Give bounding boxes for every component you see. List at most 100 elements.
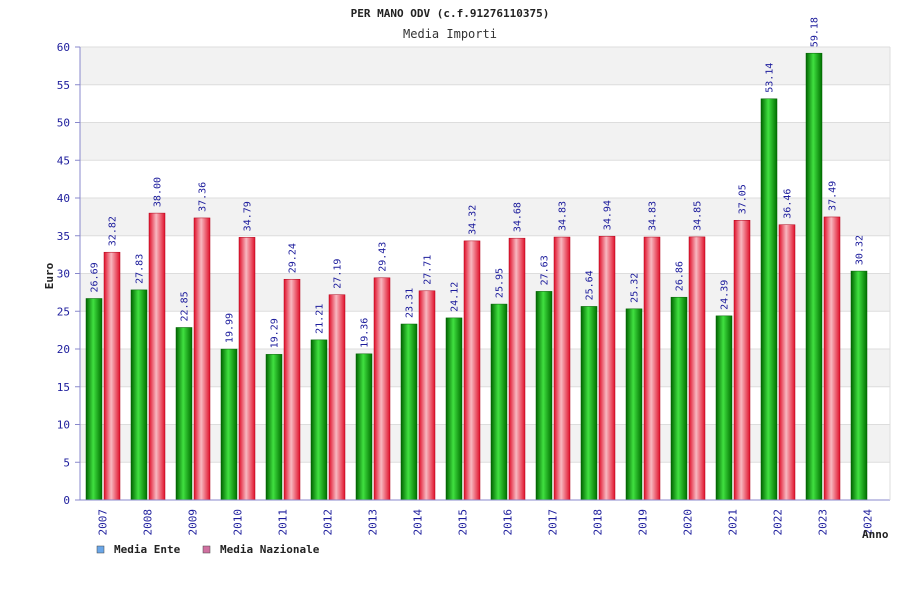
bar-media-ente [265,354,283,501]
x-tick-label: 2020 [682,509,695,536]
bar-media-ente [310,339,328,501]
data-label: 53.14 [765,63,776,93]
bar-media-ente [400,323,418,501]
data-label: 24.12 [450,282,461,312]
y-tick-label: 15 [57,381,70,394]
data-label: 24.39 [720,280,731,310]
data-label: 59.18 [810,17,821,47]
y-axis-label: Euro [43,262,56,289]
x-tick-label: 2010 [232,509,245,536]
x-tick-label: 2011 [277,509,290,536]
chart-title: PER MANO ODV (c.f.91276110375) [351,7,550,20]
bar-media-ente [670,296,688,501]
plot-band [80,84,890,123]
x-tick-label: 2009 [187,509,200,536]
bar-media-nazionale [103,251,121,501]
x-tick-label: 2018 [592,509,605,536]
bars-layer [85,52,868,501]
y-tick-label: 20 [57,343,70,356]
plot-band [80,122,890,161]
bar-media-ente [760,98,778,501]
bar-media-ente [355,353,373,501]
plot-band [80,424,890,463]
data-label: 26.69 [90,262,101,292]
plot-band [80,273,890,312]
bar-media-nazionale [508,237,526,501]
data-label: 36.46 [783,189,794,219]
chart-subtitle: Media Importi [403,27,497,41]
data-label: 34.85 [693,201,704,231]
x-tick-label: 2016 [502,509,515,536]
bar-media-nazionale [238,237,256,501]
bar-media-nazionale [598,235,616,501]
data-label: 27.83 [135,254,146,284]
bar-media-nazionale [643,236,661,501]
bar-media-ente [490,303,508,501]
x-tick-label: 2013 [367,509,380,536]
data-label: 34.83 [648,201,659,231]
y-tick-label: 45 [57,154,70,167]
data-label: 29.43 [378,242,389,272]
data-label: 27.63 [540,255,551,285]
data-label: 25.64 [585,270,596,300]
plot-band [80,47,890,85]
data-label: 19.29 [270,318,281,348]
x-tick-label: 2007 [97,509,110,536]
data-label: 34.68 [513,202,524,232]
y-tick-label: 5 [63,456,70,469]
y-tick-label: 25 [57,305,70,318]
x-tick-label: 2024 [862,509,875,536]
y-tick-label: 55 [57,79,70,92]
bar-media-ente [220,348,238,501]
bar-media-nazionale [733,220,751,501]
data-label: 37.49 [828,181,839,211]
x-tick-label: 2014 [412,509,425,536]
data-label: 27.71 [423,255,434,285]
x-tick-label: 2015 [457,509,470,536]
y-tick-label: 40 [57,192,70,205]
data-label: 37.36 [198,182,209,212]
plot-band [80,198,890,236]
data-label: 22.85 [180,291,191,321]
x-tick-label: 2021 [727,509,740,536]
legend: Media Ente Media Nazionale [96,543,320,556]
bar-media-ente [175,327,193,501]
bar-media-nazionale [418,290,436,501]
legend-swatch-media-ente [96,545,105,554]
bar-media-nazionale [328,294,346,501]
y-tick-label: 0 [63,494,70,507]
bar-media-ente [625,308,643,501]
bar-media-nazionale [283,278,301,501]
data-label: 34.94 [603,200,614,230]
plot-band [80,386,890,425]
y-tick-label: 50 [57,117,70,130]
x-axis-label: Anno [862,528,889,541]
data-label: 19.99 [225,313,236,343]
plot-band [80,160,890,198]
bar-media-nazionale [148,212,166,501]
data-label: 32.82 [108,216,119,246]
bar-media-nazionale [823,216,841,501]
y-tick-label: 35 [57,230,70,243]
data-label: 34.83 [558,201,569,231]
bar-media-ente [535,291,553,501]
data-labels: 26.69 32.82 27.83 38.00 22.85 37.36 19.99 34.79… [90,17,866,348]
x-tick-label: 2008 [142,509,155,536]
data-label: 27.19 [333,259,344,289]
plot-band [80,349,890,387]
bar-media-nazionale [373,277,391,501]
legend-label-media-ente: Media Ente [114,543,181,556]
bar-media-nazionale [463,240,481,501]
bar-media-ente [130,289,148,501]
plot-band [80,235,890,274]
bar-media-nazionale [193,217,211,501]
data-label: 38.00 [153,177,164,207]
bar-media-nazionale [688,236,706,501]
x-tick-label: 2019 [637,509,650,536]
bar-media-ente [805,52,823,501]
bar-media-ente [445,317,463,501]
bar-media-ente [715,315,733,501]
data-label: 25.32 [630,273,641,303]
